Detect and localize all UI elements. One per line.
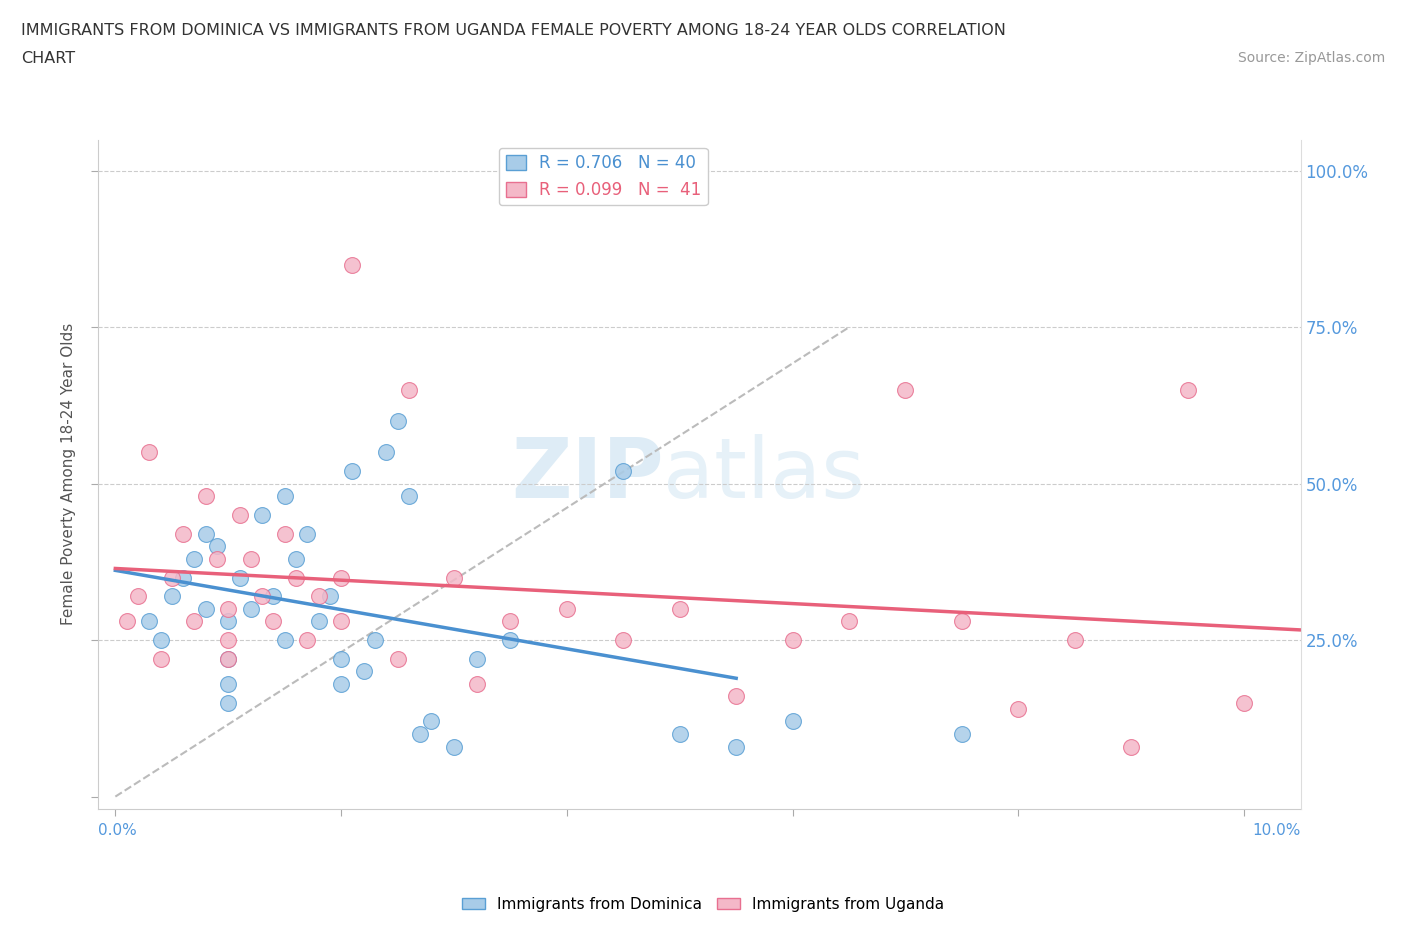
Text: IMMIGRANTS FROM DOMINICA VS IMMIGRANTS FROM UGANDA FEMALE POVERTY AMONG 18-24 YE: IMMIGRANTS FROM DOMINICA VS IMMIGRANTS F… (21, 23, 1005, 38)
Point (138, 445, 160, 459)
Point (308, 589, 330, 604)
Point (149, 632, 172, 647)
Point (668, 602, 690, 617)
Text: 10.0%: 10.0% (1253, 823, 1301, 838)
Point (239, 602, 262, 617)
Point (217, 602, 239, 617)
Point (499, 614, 522, 629)
Point (387, 652, 409, 667)
Point (115, 614, 138, 629)
Point (364, 632, 387, 647)
Point (217, 652, 239, 667)
Text: CHART: CHART (21, 51, 75, 66)
Point (149, 652, 172, 667)
Point (183, 551, 205, 566)
Point (217, 632, 239, 647)
Point (194, 489, 217, 504)
Point (330, 676, 353, 691)
Point (297, 526, 319, 541)
Point (950, 614, 973, 629)
Point (228, 570, 250, 585)
Point (612, 464, 634, 479)
Point (342, 258, 364, 272)
Point (838, 614, 860, 629)
Point (127, 589, 149, 604)
Point (353, 664, 375, 679)
Point (330, 570, 353, 585)
Point (250, 508, 273, 523)
Text: atlas: atlas (664, 433, 865, 515)
Point (398, 382, 420, 397)
Point (387, 414, 409, 429)
Point (1007, 701, 1029, 716)
Point (172, 526, 194, 541)
Point (499, 632, 522, 647)
Point (668, 726, 690, 741)
Point (308, 614, 330, 629)
Point (319, 589, 342, 604)
Point (782, 714, 804, 729)
Point (273, 526, 295, 541)
Point (273, 632, 295, 647)
Point (612, 632, 634, 647)
Text: 0.0%: 0.0% (98, 823, 138, 838)
Point (782, 632, 804, 647)
Point (194, 602, 217, 617)
Point (330, 614, 353, 629)
Point (217, 696, 239, 711)
Point (465, 676, 488, 691)
Point (1121, 739, 1143, 754)
Point (398, 489, 420, 504)
Point (205, 538, 228, 553)
Point (239, 551, 262, 566)
Point (160, 589, 183, 604)
Point (284, 551, 307, 566)
Point (228, 508, 250, 523)
Point (443, 570, 465, 585)
Point (138, 614, 160, 629)
Point (250, 589, 273, 604)
Point (262, 614, 284, 629)
Point (160, 570, 183, 585)
Y-axis label: Female Poverty Among 18-24 Year Olds: Female Poverty Among 18-24 Year Olds (60, 324, 76, 625)
Point (194, 526, 217, 541)
Point (894, 382, 917, 397)
Text: ZIP: ZIP (510, 433, 664, 515)
Point (330, 652, 353, 667)
Point (375, 445, 398, 459)
Text: Source: ZipAtlas.com: Source: ZipAtlas.com (1237, 51, 1385, 65)
Legend: Immigrants from Dominica, Immigrants from Uganda: Immigrants from Dominica, Immigrants fro… (456, 891, 950, 918)
Point (183, 614, 205, 629)
Point (420, 714, 443, 729)
Point (443, 739, 465, 754)
Point (555, 602, 578, 617)
Point (217, 614, 239, 629)
Point (284, 570, 307, 585)
Point (1233, 696, 1256, 711)
Point (262, 589, 284, 604)
Point (1063, 632, 1085, 647)
Legend: R = 0.706   N = 40, R = 0.099   N =  41: R = 0.706 N = 40, R = 0.099 N = 41 (499, 148, 707, 206)
Point (725, 739, 748, 754)
Point (297, 632, 319, 647)
Point (342, 464, 364, 479)
Point (217, 652, 239, 667)
Point (465, 652, 488, 667)
Point (950, 726, 973, 741)
Point (1177, 382, 1199, 397)
Point (409, 726, 432, 741)
Point (205, 551, 228, 566)
Point (725, 689, 748, 704)
Point (172, 570, 194, 585)
Point (217, 676, 239, 691)
Point (273, 489, 295, 504)
